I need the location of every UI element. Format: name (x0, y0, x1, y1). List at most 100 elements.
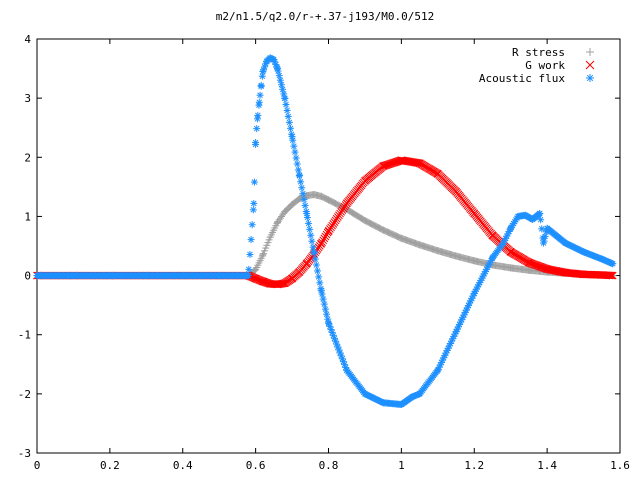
series-3-point-d2 (275, 68, 281, 74)
x-tick-label: 0.4 (173, 459, 193, 472)
series-2-data-point-d (608, 271, 617, 280)
legend-label: R stress (512, 46, 565, 59)
series-2-point-d (527, 259, 536, 268)
series-3-point-d2 (276, 72, 283, 79)
series-3-data-point-d2 (507, 225, 514, 232)
x-tick-label: 0 (34, 459, 41, 472)
series-3-data-point-d2 (471, 290, 478, 297)
x-tick-label: 1 (398, 459, 405, 472)
series-3-point-d2 (300, 190, 306, 197)
series-3-data-point-d2 (580, 249, 587, 255)
series-3-data-point-d2 (380, 399, 386, 406)
series-3-point-d2 (257, 92, 263, 99)
series-2-data-point-d (579, 270, 588, 279)
series-3-point-d2 (283, 101, 289, 108)
series-2-point-d (537, 263, 546, 271)
series-3-point-d2 (330, 332, 337, 339)
series-3-point-d2 (305, 220, 312, 227)
series-3-data-point-d2 (416, 391, 423, 397)
series-3-data-point-d2 (562, 240, 569, 246)
series-2-point-d (260, 278, 269, 286)
series-3-data-point-d2 (216, 272, 222, 279)
series-3-data-point-d2 (296, 172, 303, 178)
series-2-data-point-d (470, 209, 479, 218)
series-3-point-d2 (338, 353, 344, 359)
series-3-point-d2 (301, 196, 307, 203)
series-3-point-d2 (295, 167, 302, 173)
series-3-point-d2 (250, 207, 257, 213)
series-2-data-point-d (397, 156, 406, 165)
series-3-point-d2 (286, 119, 293, 126)
series-2-point-d (533, 261, 542, 270)
y-tick-label: -2 (18, 388, 31, 401)
series-3-point-d2 (336, 347, 342, 353)
series-3-point-d2 (284, 107, 290, 114)
series-3-point-d2 (331, 335, 338, 342)
chart-title: m2/n1.5/q2.0/r-+.37-j193/M0.0/512 (216, 10, 435, 23)
series-2-point-d (411, 158, 420, 167)
series-2-point-d (535, 262, 544, 271)
x-tick-label: 1.2 (464, 459, 484, 472)
series-2-data-point-d (324, 227, 333, 236)
series-3-point-d2 (294, 161, 301, 167)
series-3-point-d2 (248, 236, 254, 243)
plot-frame (36, 38, 621, 454)
series-3-point-d2 (328, 326, 334, 333)
series-2-point-d (412, 158, 421, 167)
series-3-data-point-d2 (254, 116, 261, 122)
series-3-data-point-d2 (143, 272, 150, 279)
series-3-point-d2 (259, 73, 266, 80)
series-2-data-point-d (415, 159, 424, 168)
series-3-point-d2 (342, 364, 349, 371)
x-tick-label: 1.4 (537, 459, 557, 472)
y-tick-label: -1 (18, 329, 31, 342)
series-3-point-d2 (320, 296, 326, 302)
series-3-point-d2 (246, 266, 252, 273)
series-2-point-d (413, 159, 422, 167)
legend-label: Acoustic flux (479, 72, 565, 85)
series-2-data-point-d (452, 187, 460, 196)
series-2-point-d (531, 260, 539, 269)
series-2-data-point-d (543, 265, 551, 273)
series-3-point-d2 (273, 61, 279, 68)
series-2-data-point-d (342, 199, 351, 208)
series-3-data-point-d2 (522, 212, 529, 219)
series-3-point-d2 (253, 125, 260, 132)
series-3-data-point-d2 (435, 367, 441, 374)
series-3-data-point-d2 (453, 328, 459, 335)
y-tick-label: 4 (24, 33, 31, 46)
series-2-point-d (528, 260, 537, 268)
series-3-point-d2 (307, 232, 314, 239)
series-2-data-point-d (302, 259, 311, 268)
series-2-data-point-d (259, 277, 267, 286)
series-2-data-point-d (525, 258, 533, 267)
series-3-point-d2 (291, 143, 297, 149)
series-3-point-d2 (340, 358, 347, 365)
series-2-data-point-d (295, 268, 304, 276)
series-2-data-point-d (379, 162, 388, 171)
y-tick-label: -3 (18, 447, 31, 460)
series-2-point-d (529, 260, 538, 269)
series-3-data-point-d2 (274, 65, 281, 72)
ticks-group: 0 0.2 0.4 0.6 0.8 1 1.2 1.4 1.6 -3 -2 -1 0 1 2 3 4 (18, 33, 630, 472)
series-2-data-point-d (317, 239, 326, 248)
series-3-data-point-d2 (609, 260, 616, 267)
series-2-point-d (605, 271, 614, 280)
series-3-point-d2 (287, 125, 294, 132)
series-3-data-point-d2 (271, 56, 277, 63)
x-tick-label: 0.8 (319, 459, 339, 472)
series-3-data-point-d2 (260, 68, 266, 75)
series-3-point-d2 (249, 221, 255, 228)
x-tick-label: 0.6 (246, 459, 266, 472)
series-3-point-d2 (315, 274, 322, 280)
series-3-data-point-d2 (311, 249, 317, 255)
series-3-data-point-d2 (107, 272, 113, 279)
series-3-point-d2 (327, 323, 333, 330)
series-2-data-point-d (288, 274, 296, 283)
legend-label: G work (525, 59, 565, 72)
series-3-data-point-d2 (289, 133, 295, 140)
series-3-data-point-d2 (250, 200, 257, 207)
series-3-point-d2 (309, 238, 315, 245)
